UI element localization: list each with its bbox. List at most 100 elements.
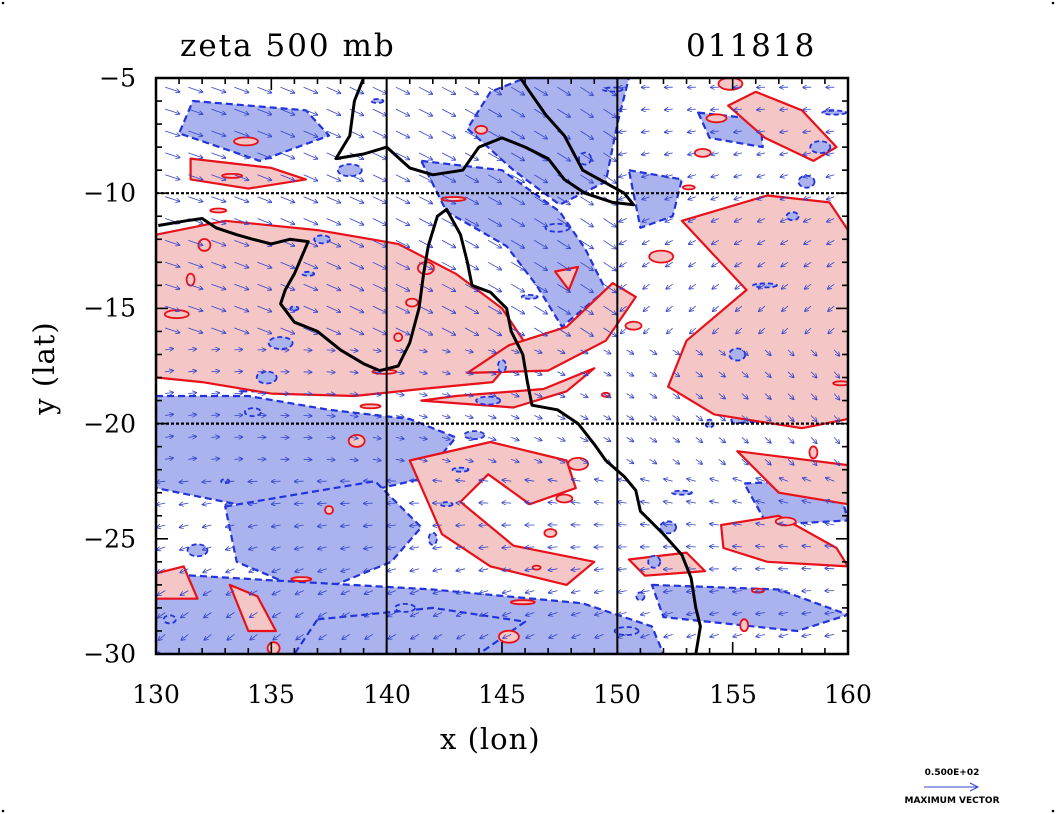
wind-vector xyxy=(764,349,771,355)
wind-vector xyxy=(410,569,420,571)
wind-vector xyxy=(695,371,702,377)
wind-vector xyxy=(488,283,501,291)
wind-vector xyxy=(580,152,593,161)
wind-vector xyxy=(211,218,225,224)
wind-vector xyxy=(318,569,327,572)
wind-vector xyxy=(188,196,202,202)
wind-vector xyxy=(825,546,835,547)
wind-vector xyxy=(225,481,235,482)
small-contour-loop xyxy=(613,626,640,636)
wind-vector xyxy=(787,415,794,422)
wind-vector xyxy=(534,283,547,292)
wind-vector xyxy=(488,174,501,182)
small-contour-loop xyxy=(497,629,520,644)
wind-vector xyxy=(665,131,673,132)
wind-vector xyxy=(736,327,743,334)
wind-vector xyxy=(781,219,789,222)
wind-vector xyxy=(733,524,742,525)
wind-vector xyxy=(667,327,673,334)
wind-vector xyxy=(257,196,272,203)
small-contour-loop xyxy=(474,124,489,135)
wind-vector xyxy=(618,613,627,615)
wind-vector xyxy=(157,568,166,573)
wind-vector xyxy=(733,478,743,481)
wind-vector xyxy=(418,327,432,335)
lat-lon-grid xyxy=(156,78,848,654)
wind-vector xyxy=(741,349,748,355)
wind-vector xyxy=(318,525,327,527)
wind-vector xyxy=(603,130,617,139)
wind-vector xyxy=(295,503,304,504)
small-contour-loop xyxy=(405,297,419,308)
wind-vector xyxy=(434,591,443,594)
wind-vector xyxy=(664,591,673,592)
wind-vector xyxy=(234,305,248,311)
wind-vector xyxy=(342,612,350,617)
wind-vector xyxy=(687,501,696,503)
positive-vorticity-region xyxy=(420,367,596,409)
wind-vector xyxy=(395,305,409,313)
wind-vector xyxy=(303,86,318,93)
wind-vector xyxy=(642,197,650,200)
wind-vector xyxy=(418,196,432,204)
wind-vector xyxy=(257,261,272,268)
wind-vector xyxy=(165,371,173,372)
wind-vector xyxy=(534,218,547,227)
wind-vector xyxy=(525,569,535,571)
wind-vector xyxy=(257,130,272,137)
wind-vector xyxy=(165,240,179,245)
wind-vector xyxy=(226,568,235,573)
small-contour-loop xyxy=(520,293,539,300)
wind-vector xyxy=(641,613,650,615)
wind-vector xyxy=(557,240,570,248)
wind-vector xyxy=(803,175,812,177)
wind-vector xyxy=(526,634,535,638)
wind-vector xyxy=(757,109,766,110)
wind-vector xyxy=(828,305,835,311)
wind-vector xyxy=(418,152,432,160)
small-contour-loop xyxy=(440,196,467,202)
wind-vector xyxy=(764,415,771,422)
wind-vector xyxy=(211,305,225,311)
wind-vector xyxy=(833,393,839,400)
wind-vector xyxy=(372,108,387,116)
wind-vector xyxy=(488,327,501,335)
wind-vector xyxy=(733,501,742,503)
wind-vector xyxy=(249,569,258,572)
wind-vector xyxy=(441,174,455,182)
wind-vector xyxy=(341,569,350,572)
wind-vector xyxy=(580,305,593,314)
wind-vector xyxy=(319,634,327,639)
wind-vector xyxy=(718,458,725,464)
wind-vector xyxy=(557,305,570,314)
wind-vector xyxy=(488,218,501,226)
wind-vector xyxy=(326,327,341,334)
wind-vector xyxy=(595,613,604,616)
wind-vector xyxy=(511,350,519,353)
wind-vector xyxy=(688,197,696,200)
wind-vector xyxy=(188,436,196,437)
small-contour-loop xyxy=(301,270,316,277)
wind-vector xyxy=(779,546,789,547)
wind-vector xyxy=(688,131,696,132)
wind-vector xyxy=(441,196,455,204)
wind-vector xyxy=(349,196,364,203)
wind-vector xyxy=(649,349,657,354)
wind-vector xyxy=(805,327,812,334)
wind-vector xyxy=(603,261,617,270)
wind-vector xyxy=(549,569,558,570)
wind-vector xyxy=(695,415,702,421)
coastline-path xyxy=(158,207,702,654)
wind-vector xyxy=(165,305,179,311)
wind-vector xyxy=(364,525,373,526)
small-contour-loop xyxy=(394,603,417,613)
wind-vector xyxy=(780,175,789,177)
wind-vector xyxy=(718,437,725,442)
wind-vector xyxy=(688,153,696,155)
wind-vector xyxy=(758,240,766,244)
wind-vector xyxy=(620,305,627,311)
small-contour-loop xyxy=(531,564,542,571)
wind-vector xyxy=(503,591,512,594)
small-contour-loop xyxy=(808,445,819,460)
